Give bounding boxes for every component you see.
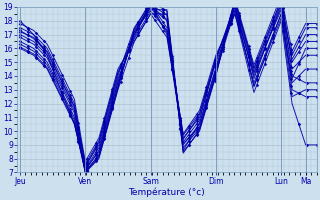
X-axis label: Température (°c): Température (°c): [129, 187, 205, 197]
